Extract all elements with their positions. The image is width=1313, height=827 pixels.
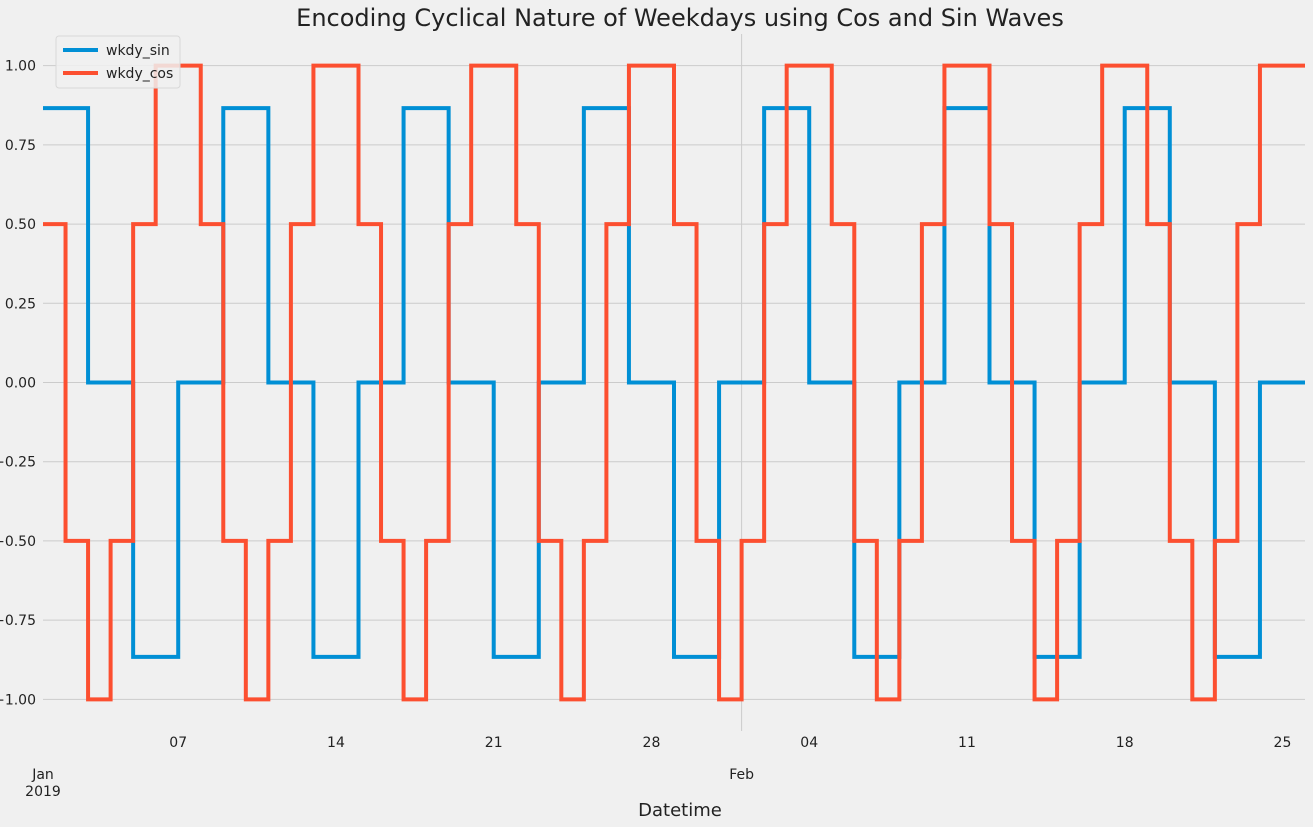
y-tick-label: 0.25 <box>5 296 36 312</box>
x-tick-label: Feb <box>729 767 754 783</box>
x-tick-label: 21 <box>485 735 503 751</box>
y-tick-label: −0.25 <box>0 455 36 471</box>
x-axis-label: Datetime <box>638 800 722 821</box>
y-tick-label: −1.00 <box>0 692 36 708</box>
y-tick-label: −0.50 <box>0 534 36 550</box>
x-tick-label: 07 <box>169 735 187 751</box>
y-tick-label: 1.00 <box>5 59 36 75</box>
legend-label: wkdy_cos <box>106 66 173 82</box>
x-tick-sublabel: 2019 <box>25 784 61 800</box>
chart-title: Encoding Cyclical Nature of Weekdays usi… <box>296 4 1064 32</box>
x-tick-label: 25 <box>1274 735 1292 751</box>
y-tick-label: 0.50 <box>5 217 36 233</box>
legend: wkdy_sin wkdy_cos <box>55 35 181 89</box>
series-line-wkdy-sin <box>43 106 1305 659</box>
x-tick-label: 28 <box>643 735 661 751</box>
x-tick-label: 04 <box>800 735 818 751</box>
series-group <box>43 63 1305 702</box>
x-tick-label: Jan <box>31 767 54 783</box>
y-axis: 1.00 0.75 0.50 0.25 0.00 −0.25 −0.50 −0.75 −1.00 <box>0 59 36 709</box>
x-tick-label: 14 <box>327 735 345 751</box>
x-tick-label: 11 <box>958 735 976 751</box>
legend-label: wkdy_sin <box>106 43 170 59</box>
y-tick-label: 0.75 <box>5 138 36 154</box>
x-tick-label: 18 <box>1116 735 1134 751</box>
y-tick-label: 0.00 <box>5 376 36 392</box>
series-line-wkdy-cos <box>43 63 1305 702</box>
y-tick-label: −0.75 <box>0 613 36 629</box>
